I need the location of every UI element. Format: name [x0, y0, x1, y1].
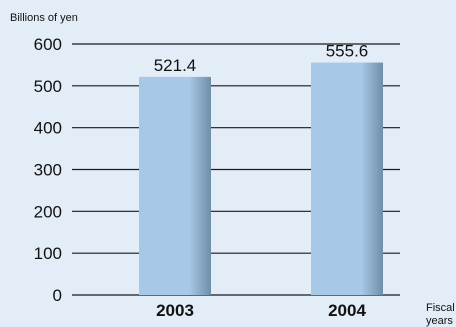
- x-category-label-2004: 2004: [328, 301, 366, 320]
- bar-value-labels: 521.4 555.6: [154, 42, 369, 75]
- x-axis-label-line-1: Fiscal: [426, 302, 455, 314]
- bar-2003: [139, 76, 211, 295]
- y-tick-label-600: 600: [34, 35, 62, 54]
- y-tick-label-400: 400: [34, 119, 62, 138]
- x-axis-categories: 2003 2004: [156, 301, 366, 320]
- gridlines: [72, 43, 400, 296]
- bar-value-label-2004: 555.6: [326, 42, 369, 61]
- x-category-label-2003: 2003: [156, 301, 194, 320]
- y-tick-label-300: 300: [34, 161, 62, 180]
- bar-value-label-2003: 521.4: [154, 56, 197, 75]
- y-tick-label-0: 0: [53, 286, 62, 305]
- x-axis-label-line-2: years: [426, 315, 453, 327]
- y-tick-label-100: 100: [34, 244, 62, 263]
- y-axis-unit-label: Billions of yen: [10, 12, 78, 24]
- y-axis-ticks: 0 100 200 300 400 500 600: [34, 35, 62, 305]
- bars: [139, 62, 383, 295]
- bar-2004: [311, 62, 383, 295]
- y-tick-label-500: 500: [34, 77, 62, 96]
- y-tick-label-200: 200: [34, 202, 62, 221]
